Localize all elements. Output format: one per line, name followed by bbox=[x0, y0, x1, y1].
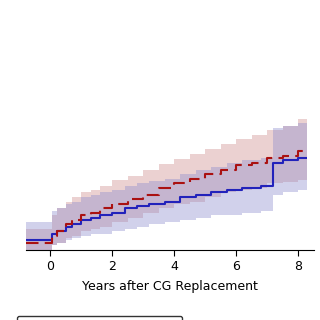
Legend: Biological, Mec: Biological, Mec bbox=[17, 316, 182, 320]
X-axis label: Years after CG Replacement: Years after CG Replacement bbox=[82, 280, 258, 293]
